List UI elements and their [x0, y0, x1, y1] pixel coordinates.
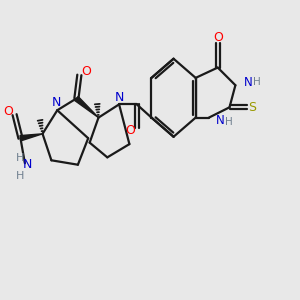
Text: S: S: [248, 101, 256, 114]
Text: H: H: [225, 117, 233, 127]
Text: H: H: [16, 171, 25, 181]
Polygon shape: [75, 97, 98, 118]
Text: N: N: [52, 96, 62, 110]
Text: O: O: [3, 105, 13, 118]
Text: O: O: [125, 124, 135, 137]
Text: N: N: [216, 114, 224, 127]
Text: N: N: [115, 91, 124, 103]
Text: O: O: [81, 65, 91, 78]
Text: O: O: [213, 31, 223, 44]
Text: H: H: [16, 153, 25, 163]
Text: N: N: [244, 76, 253, 89]
Text: H: H: [253, 77, 261, 87]
Text: N: N: [23, 158, 32, 171]
Polygon shape: [20, 134, 43, 141]
